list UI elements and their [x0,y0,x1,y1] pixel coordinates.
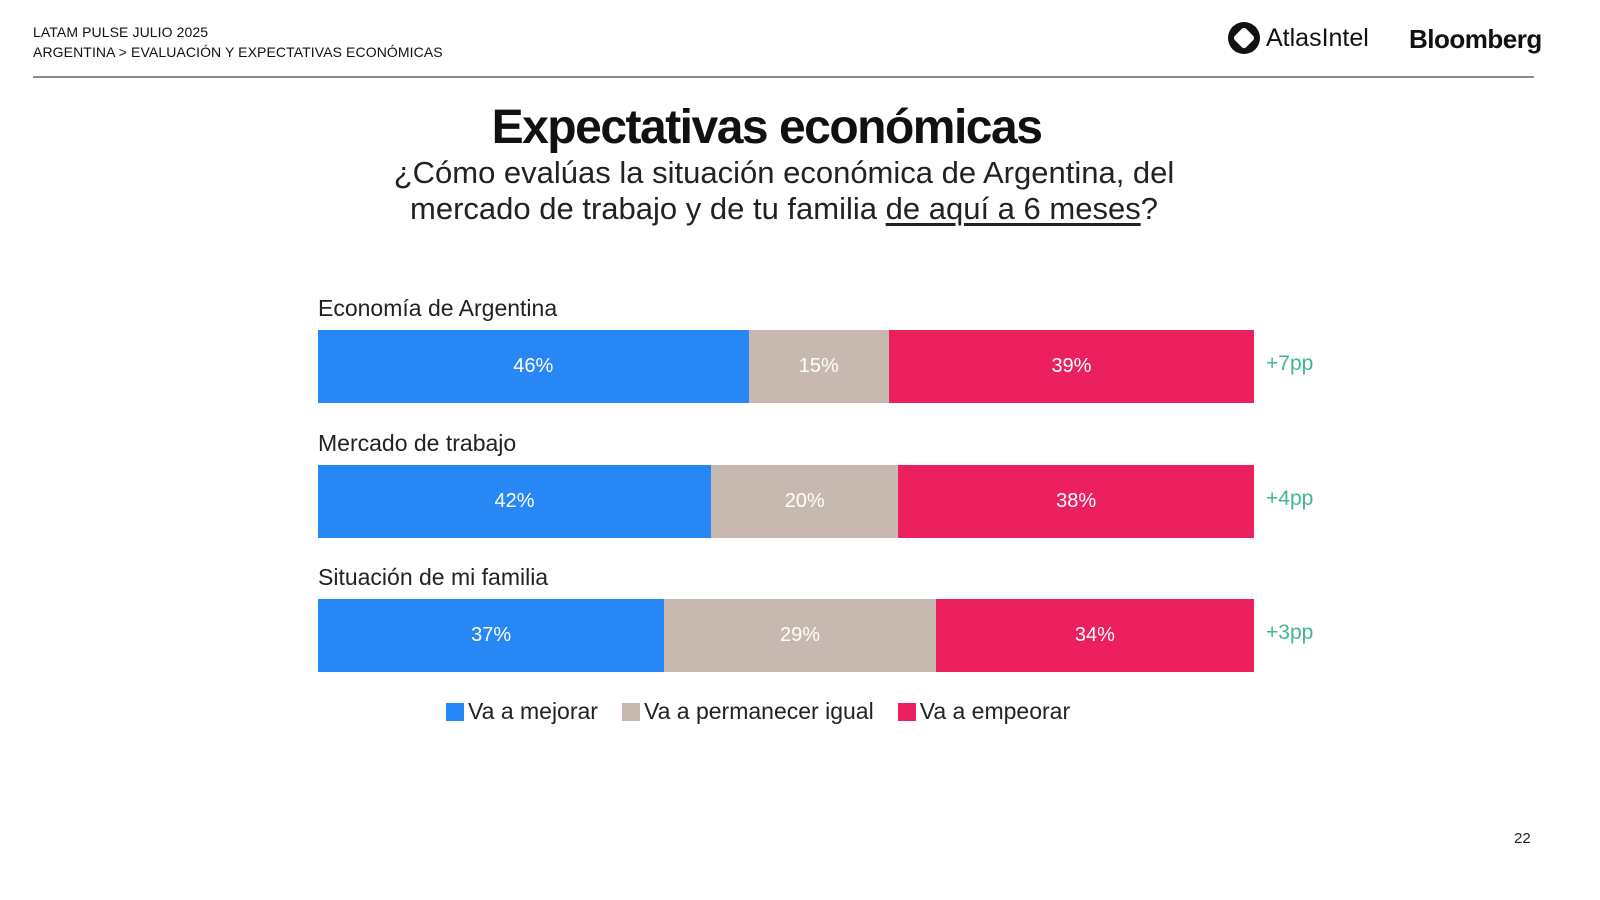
data-label: 42% [494,490,535,512]
data-label: 20% [784,490,825,512]
bar-segment: 39% [888,330,1254,403]
delta-annotation: +4pp [1266,487,1314,510]
bar-segment: 34% [935,599,1254,672]
bar-row: 42% 20% 38% [318,465,1254,538]
subtitle-line2: mercado de trabajo y de tu familia de aq… [0,191,1568,227]
subtitle-text: mercado de trabajo y de tu familia [410,191,886,226]
data-label: 29% [780,624,821,646]
report-name: LATAM PULSE JULIO 2025 [33,24,209,40]
data-label: 39% [1051,355,1092,377]
page-title: Expectativas económicas [491,101,1043,154]
data-label: 37% [471,624,512,646]
category-label: Mercado de trabajo [318,430,517,456]
atlasintel-logo: AtlasIntel [1228,22,1369,54]
bar-row: 37% 29% 34% [318,599,1254,672]
bar-segment: 20% [711,465,899,538]
legend-item-empeorar: Va a empeorar [897,698,1071,725]
legend-label: Va a mejorar [468,698,598,724]
bar-segment: 38% [898,465,1254,538]
legend-swatch-empeorar [897,702,916,721]
delta-annotation: +3pp [1266,621,1314,644]
bar-row: 46% 15% 39% [318,330,1254,403]
page-number: 22 [1514,830,1531,847]
legend-item-mejorar: Va a mejorar [446,698,598,725]
category-label: Situación de mi familia [318,564,549,590]
legend-label: Va a empeorar [919,698,1071,724]
bar-segment: 42% [318,465,712,538]
data-label: 34% [1074,624,1115,646]
header-breadcrumb: LATAM PULSE JULIO 2025 ARGENTINA > EVALU… [33,22,443,62]
question-subtitle: ¿Cómo evalúas la situación económica de … [0,155,1568,227]
legend-swatch-mejorar [446,702,464,721]
subtitle-emphasis: de aquí a 6 meses [885,191,1141,226]
bloomberg-logo: Bloomberg [1409,24,1542,54]
category-label: Economía de Argentina [318,295,558,321]
atlasintel-logo-text: AtlasIntel [1266,23,1369,52]
atlasintel-logo-icon [1228,22,1260,54]
legend-swatch-igual [621,702,640,721]
data-label: 46% [513,355,554,377]
data-label: 38% [1056,490,1097,512]
bar-segment: 46% [318,330,749,403]
header-divider [33,76,1534,78]
legend-item-igual: Va a permanecer igual [621,698,874,725]
subtitle-qmark: ? [1140,191,1158,226]
legend-label: Va a permanecer igual [643,698,874,724]
delta-annotation: +7pp [1266,352,1314,375]
chart-legend: Va a mejorar Va a permanecer igual Va a … [446,698,1094,725]
data-label: 15% [798,355,839,377]
section-breadcrumb: ARGENTINA > EVALUACIÓN Y EXPECTATIVAS EC… [33,44,443,60]
bar-segment: 15% [748,330,889,403]
bar-segment: 29% [664,599,936,672]
subtitle-line1: ¿Cómo evalúas la situación económica de … [393,155,1175,190]
bar-segment: 37% [318,599,665,672]
